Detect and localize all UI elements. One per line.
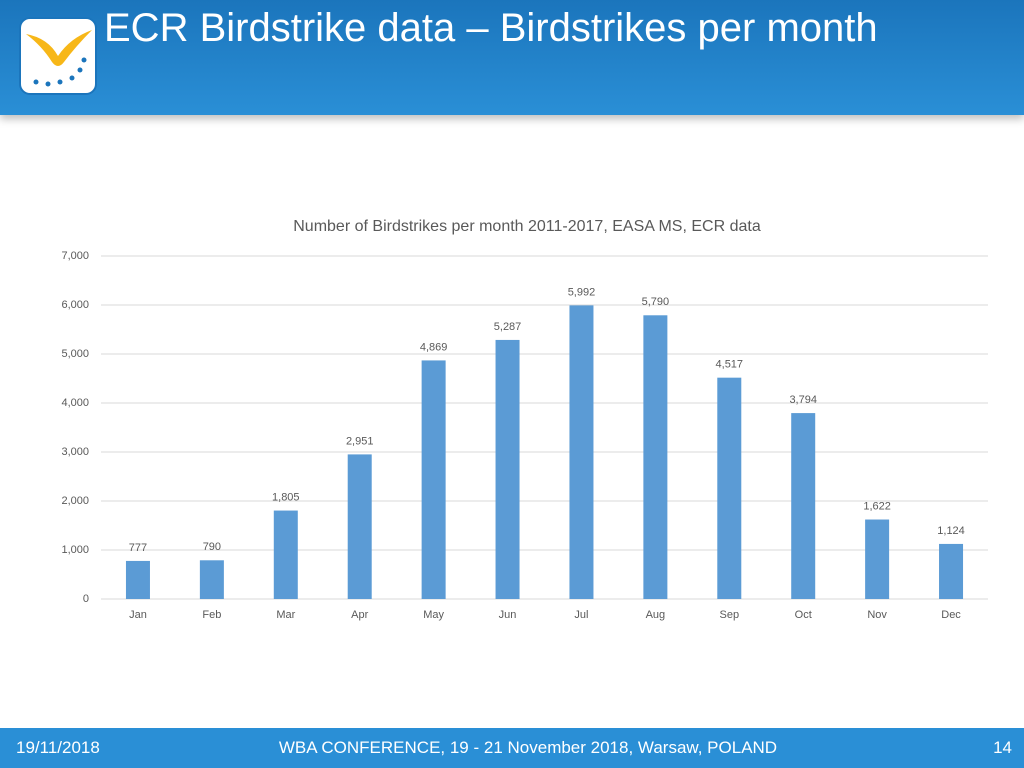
bar: [273, 510, 298, 599]
bar: [643, 315, 668, 599]
value-label: 790: [203, 541, 221, 553]
x-tick-label: Jan: [129, 609, 147, 621]
chart: Number of Birdstrikes per month 2011-201…: [61, 218, 988, 621]
bar: [199, 560, 224, 599]
page-number: 14: [993, 738, 1012, 757]
x-tick-label: Dec: [941, 609, 961, 621]
x-tick-label: Nov: [867, 609, 887, 621]
slide-title: ECR Birdstrike data – Birdstrikes per mo…: [104, 6, 878, 50]
bar: [791, 413, 816, 599]
bar: [495, 339, 520, 599]
x-tick-label: Oct: [795, 609, 812, 621]
bar: [347, 454, 372, 599]
x-tick-label: Jun: [499, 609, 517, 621]
bar: [939, 543, 964, 599]
value-label: 1,622: [863, 500, 891, 512]
x-tick-label: Feb: [202, 609, 221, 621]
x-tick-label: May: [423, 609, 444, 621]
bar: [569, 305, 594, 599]
y-tick-label: 6,000: [61, 299, 89, 311]
x-tick-label: Apr: [351, 609, 368, 621]
x-tick-label: Jul: [574, 609, 588, 621]
value-label: 1,124: [937, 525, 965, 537]
value-label: 3,794: [789, 394, 817, 406]
footer-date: 19/11/2018: [16, 738, 100, 757]
y-tick-label: 7,000: [61, 250, 89, 262]
y-tick-label: 1,000: [61, 544, 89, 556]
y-tick-label: 2,000: [61, 495, 89, 507]
bar: [125, 560, 150, 599]
bar: [421, 360, 446, 599]
chart-title: Number of Birdstrikes per month 2011-201…: [293, 218, 761, 235]
y-tick-label: 5,000: [61, 348, 89, 360]
bar: [717, 377, 742, 599]
y-tick-label: 3,000: [61, 446, 89, 458]
x-tick-label: Sep: [720, 609, 740, 621]
footer-text: WBA CONFERENCE, 19 - 21 November 2018, W…: [278, 738, 778, 757]
y-tick-label: 4,000: [61, 397, 89, 409]
value-label: 5,790: [642, 296, 670, 308]
value-label: 5,992: [568, 286, 596, 298]
value-label: 4,869: [420, 341, 448, 353]
x-tick-label: Aug: [646, 609, 666, 621]
bar: [865, 519, 890, 599]
value-label: 4,517: [716, 359, 744, 371]
x-tick-label: Mar: [276, 609, 295, 621]
header: ECR Birdstrike data – Birdstrikes per mo…: [0, 0, 1024, 115]
value-label: 5,287: [494, 321, 522, 333]
y-tick-label: 0: [83, 593, 89, 605]
logo: [19, 17, 97, 95]
value-label: 777: [129, 542, 147, 554]
footer: 19/11/2018 WBA CONFERENCE, 19 - 21 Novem…: [0, 728, 1024, 768]
value-label: 2,951: [346, 435, 374, 447]
value-label: 1,805: [272, 491, 300, 503]
